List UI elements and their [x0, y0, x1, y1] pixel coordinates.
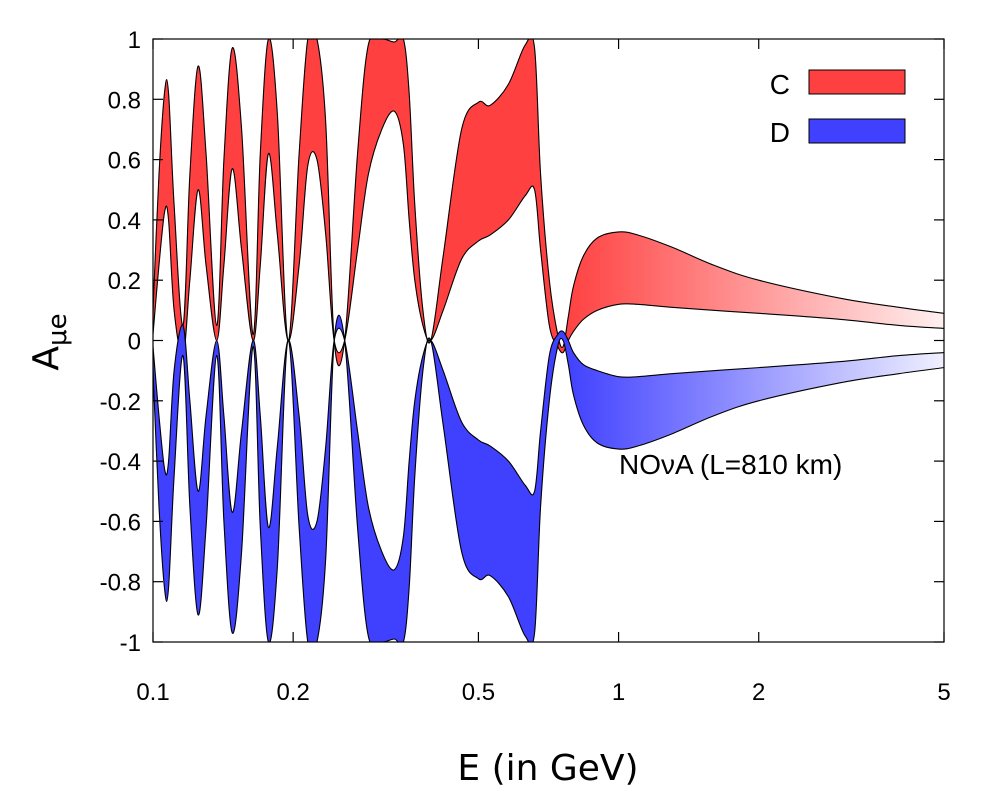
x-axis-title: E (in GeV)	[457, 748, 638, 789]
x-tick-label: 1	[612, 679, 625, 706]
legend-swatch-d	[808, 118, 906, 144]
experiment-annotation: NOνA (L=810 km)	[619, 449, 842, 480]
y-axis-title-subscript: μe	[43, 313, 73, 346]
y-tick-label: 1	[128, 27, 141, 54]
y-axis-title: Aμe	[26, 313, 73, 370]
x-tick-label: 5	[937, 679, 950, 706]
legend-swatch-c	[808, 69, 906, 95]
y-axis-title-main: A	[26, 346, 67, 371]
y-tick-label: -0.2	[100, 389, 141, 416]
x-tick-label: 2	[752, 679, 765, 706]
x-tick-label: 0.1	[136, 679, 169, 706]
x-tick-label: 0.2	[276, 679, 309, 706]
tick-layer: 1 0.8 0.6 0.4 0.2 0 -0.2 -0.4 -0.6 -0.8 -1 0.1 0.2 0.…	[100, 27, 951, 706]
legend-label-d: D	[770, 117, 790, 148]
band-d-upper-edge	[153, 324, 944, 571]
band-d-lower-edge	[153, 314, 944, 642]
x-tick-label: 0.5	[462, 679, 495, 706]
band-d	[153, 315, 944, 642]
y-tick-label: 0.6	[108, 148, 141, 175]
y-tick-label: 0.8	[108, 87, 141, 114]
y-tick-label: -0.4	[100, 449, 141, 476]
y-tick-label: 0	[128, 329, 141, 356]
y-tick-label: -0.8	[100, 570, 141, 597]
legend-label-c: C	[770, 69, 790, 100]
legend: C D	[770, 69, 906, 148]
band-c	[153, 39, 944, 366]
y-tick-label: -1	[120, 630, 141, 657]
band-c-upper-edge	[153, 39, 944, 367]
series-layer	[153, 39, 944, 642]
y-tick-label: 0.2	[108, 268, 141, 295]
y-tick-label: -0.6	[100, 509, 141, 536]
y-tick-label: 0.4	[108, 208, 141, 235]
